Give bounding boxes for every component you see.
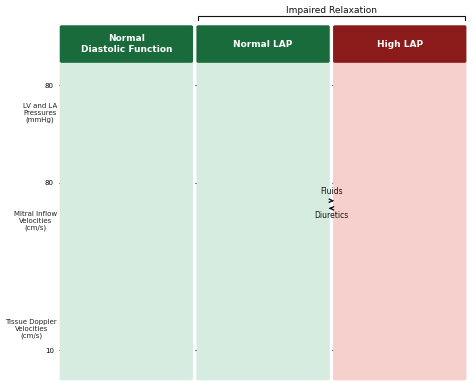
Text: A: A xyxy=(285,183,293,193)
Text: Tissue Doppler
Velocities
(cm/s): Tissue Doppler Velocities (cm/s) xyxy=(5,319,57,339)
Text: e': e' xyxy=(233,334,241,343)
Text: DT: DT xyxy=(107,272,115,277)
Text: DT: DT xyxy=(379,272,386,277)
Text: e': e' xyxy=(370,339,378,347)
Text: E: E xyxy=(231,203,238,213)
Text: A: A xyxy=(422,220,429,230)
Text: LV and LA
Pressures
(mmHg): LV and LA Pressures (mmHg) xyxy=(23,103,57,123)
Text: E: E xyxy=(364,169,371,178)
Text: Fluids: Fluids xyxy=(320,187,343,196)
Text: IVRT: IVRT xyxy=(72,272,84,277)
Text: Normal
Diastolic Function: Normal Diastolic Function xyxy=(81,34,172,54)
Text: IVRT: IVRT xyxy=(347,272,359,277)
Text: Normal LAP: Normal LAP xyxy=(233,39,293,49)
Text: IVRT: IVRT xyxy=(209,272,221,277)
Text: A: A xyxy=(142,214,150,224)
Text: e': e' xyxy=(97,357,104,367)
Text: a': a' xyxy=(422,336,429,345)
Text: High LAP: High LAP xyxy=(377,39,423,49)
Text: a': a' xyxy=(146,339,154,347)
Text: a': a' xyxy=(288,343,295,352)
Text: DT: DT xyxy=(251,272,258,277)
Text: Diuretics: Diuretics xyxy=(314,211,348,220)
Text: Impaired Relaxation: Impaired Relaxation xyxy=(286,7,377,15)
Text: Mitral Inflow
Velocities
(cm/s): Mitral Inflow Velocities (cm/s) xyxy=(14,211,57,231)
Text: E: E xyxy=(91,181,97,191)
